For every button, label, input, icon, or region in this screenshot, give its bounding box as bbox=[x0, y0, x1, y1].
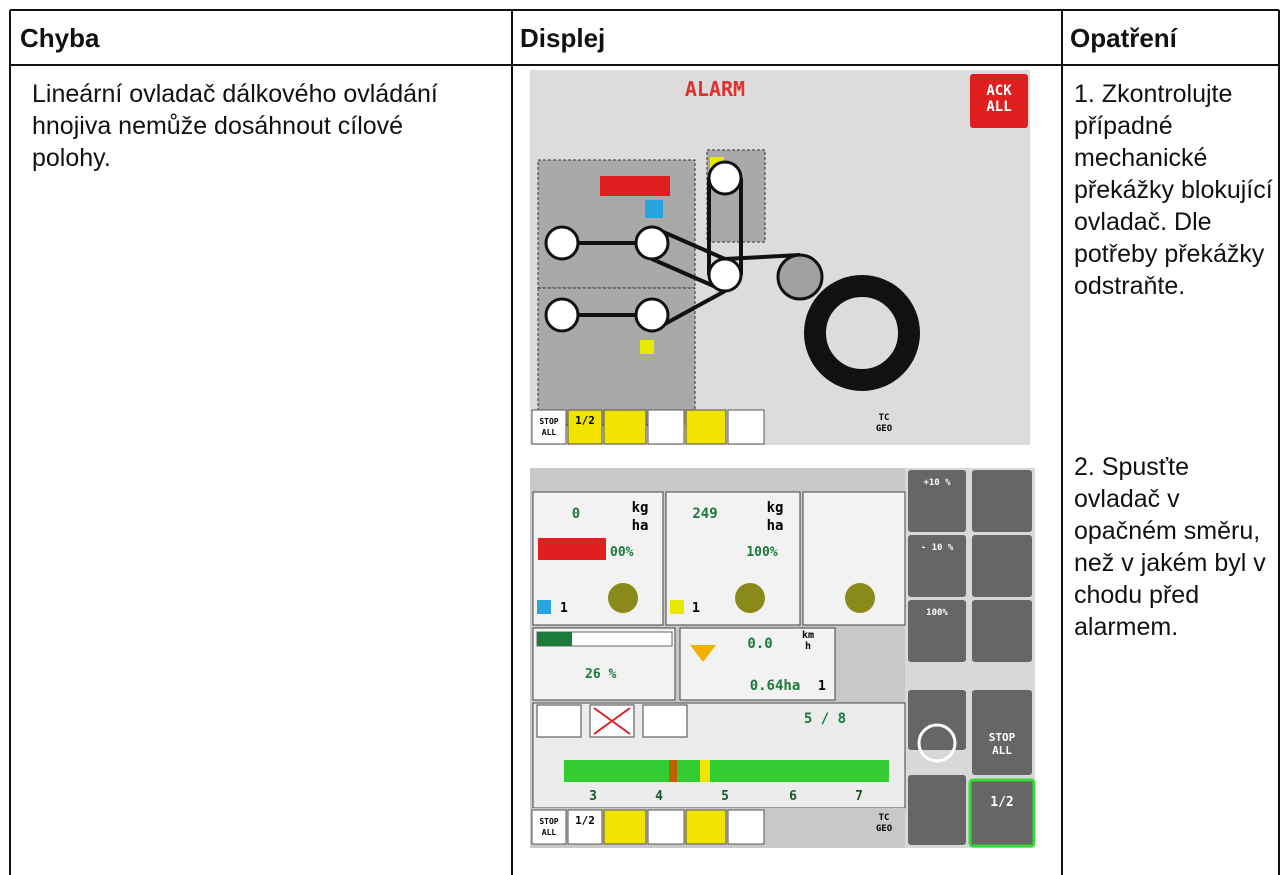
percent: 100% bbox=[746, 545, 777, 560]
rate: 249 bbox=[692, 506, 717, 522]
count: 1 bbox=[560, 601, 568, 616]
half-label[interactable]: 1/2 bbox=[575, 814, 595, 827]
ack-label[interactable]: ALL bbox=[986, 99, 1011, 115]
stop-label[interactable]: STOP bbox=[539, 417, 558, 426]
tc-label[interactable]: GEO bbox=[876, 424, 893, 434]
rate: 0 bbox=[572, 506, 580, 522]
plus-label[interactable]: +10 % bbox=[923, 478, 951, 488]
section-label: 7 bbox=[855, 789, 863, 804]
unit: ha bbox=[767, 518, 784, 534]
sections: 5 / 8 bbox=[804, 711, 846, 727]
action-text: 2. Spusťte ovladač v opačném směru, než … bbox=[1074, 453, 1266, 641]
half-label[interactable]: 1/2 bbox=[575, 414, 595, 427]
unit: ha bbox=[632, 518, 649, 534]
tc-label[interactable]: TC bbox=[879, 413, 890, 423]
full-label[interactable]: 100% bbox=[926, 608, 948, 618]
unit: kg bbox=[767, 500, 784, 516]
tc-label[interactable]: GEO bbox=[876, 824, 893, 834]
stop-label[interactable]: ALL bbox=[542, 828, 557, 837]
ack-label[interactable]: ACK bbox=[986, 83, 1012, 99]
area: 0.64ha bbox=[750, 678, 801, 694]
header-cell: Displej bbox=[520, 23, 606, 53]
percent: 00% bbox=[610, 545, 634, 560]
action-text: 1. Zkontrolujte případné mechanické přek… bbox=[1074, 80, 1273, 300]
stop-label[interactable]: ALL bbox=[992, 744, 1012, 757]
work-screen: 0 kg ha 00% 1 249 kg ha 100% 1 26 % 0.0 … bbox=[530, 468, 1036, 848]
unit: kg bbox=[632, 500, 649, 516]
count: 1 bbox=[692, 601, 700, 616]
area-index: 1 bbox=[818, 679, 826, 694]
speed-unit: h bbox=[805, 641, 811, 652]
stop-label[interactable]: STOP bbox=[989, 731, 1016, 744]
section-label: 6 bbox=[789, 789, 797, 804]
speed: 0.0 bbox=[747, 636, 772, 652]
stop-label[interactable]: STOP bbox=[539, 817, 558, 826]
half-label[interactable]: 1/2 bbox=[990, 795, 1013, 810]
alarm-screen: ALARM ACK ALL STOP ALL 1/2 TC G bbox=[530, 70, 1030, 445]
minus-label[interactable]: - 10 % bbox=[921, 543, 954, 553]
section-label: 3 bbox=[589, 789, 597, 804]
fault-text: Lineární ovladač dálkového ovládání hnoj… bbox=[32, 80, 438, 172]
table-lines bbox=[9, 9, 1280, 875]
stop-label[interactable]: ALL bbox=[542, 428, 557, 437]
section-label: 4 bbox=[655, 789, 663, 804]
section-label: 5 bbox=[721, 789, 729, 804]
speed-unit: km bbox=[802, 630, 814, 641]
level: 26 % bbox=[585, 667, 616, 682]
header-cell: Opatření bbox=[1070, 23, 1177, 53]
header-cell: Chyba bbox=[20, 23, 100, 53]
alarm-title: ALARM bbox=[685, 77, 745, 101]
tc-label[interactable]: TC bbox=[879, 813, 890, 823]
